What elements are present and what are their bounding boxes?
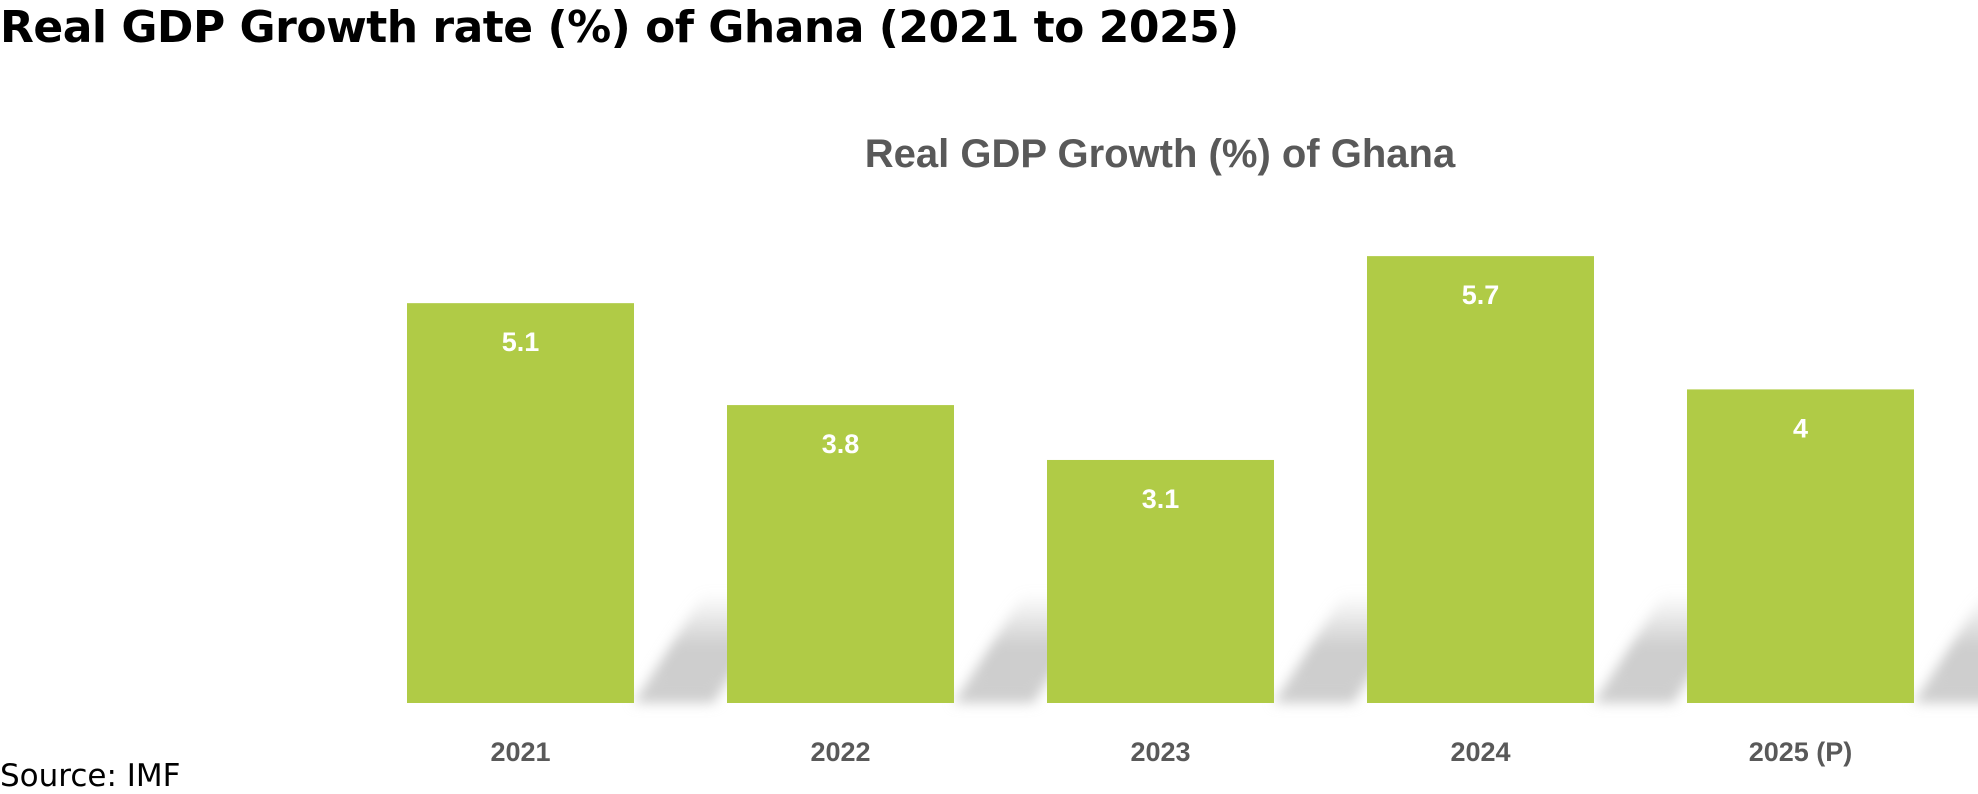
bar-2022 (727, 405, 954, 703)
bar-shadow (1914, 602, 1978, 703)
data-label: 4 (1793, 413, 1808, 443)
x-tick-label: 2022 (810, 737, 870, 767)
source-note: Source: IMF (0, 758, 181, 794)
chart-title: Real GDP Growth (%) of Ghana (864, 132, 1456, 176)
bar-2025 (P) (1687, 389, 1914, 703)
x-tick-label: 2025 (P) (1749, 737, 1853, 767)
bar-2024 (1367, 256, 1594, 703)
x-tick-label: 2024 (1450, 737, 1510, 767)
data-label: 3.1 (1142, 484, 1180, 514)
bar-2023 (1047, 459, 1274, 703)
x-tick-label: 2023 (1130, 737, 1190, 767)
x-tick-label: 2021 (490, 737, 550, 767)
bar-2021 (407, 303, 634, 703)
page-title: Real GDP Growth rate (%) of Ghana (2021 … (0, 2, 1239, 53)
data-label: 5.7 (1462, 280, 1500, 310)
data-label: 5.1 (502, 327, 540, 357)
data-label: 3.8 (822, 429, 860, 459)
